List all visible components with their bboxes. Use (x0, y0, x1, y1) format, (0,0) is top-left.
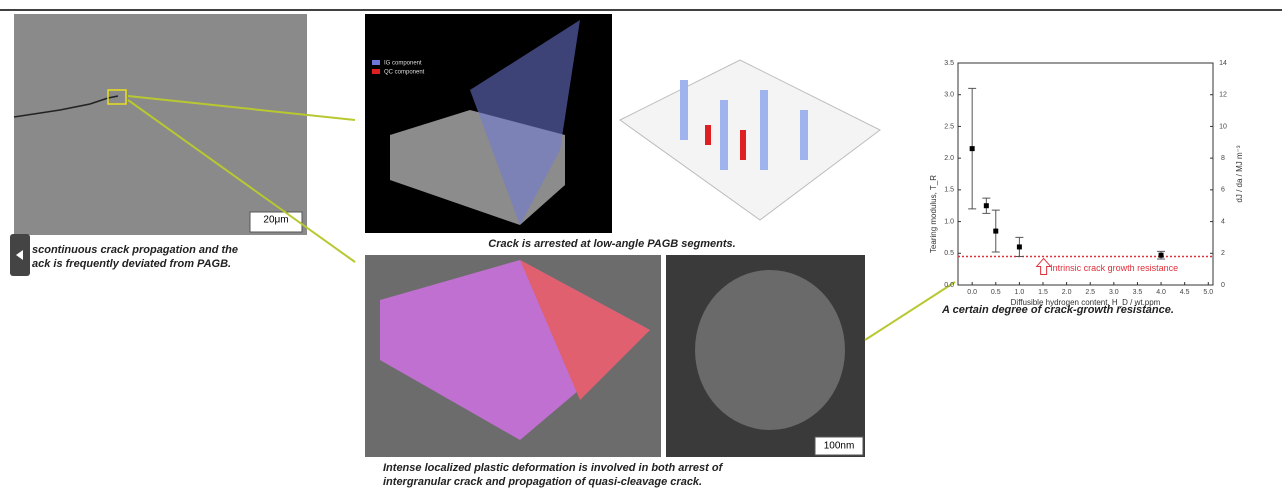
scale-box (814, 436, 864, 456)
y2-tick-label: 10 (1219, 123, 1227, 130)
x-tick-label: 0.5 (991, 289, 1001, 296)
x-tick-label: 2.0 (1062, 289, 1072, 296)
scale-bar-label: 100nm (824, 441, 855, 452)
zoom-box (107, 89, 127, 105)
point (983, 203, 989, 209)
x-axis-title: Diffusible hydrogen content, H_D / wt.pp… (1011, 298, 1161, 307)
legend-label: IG component (384, 61, 422, 67)
y-tick-label: 3.5 (944, 60, 954, 67)
x-tick-label: 5.0 (1203, 289, 1213, 296)
y-tick-label: 2.5 (944, 123, 954, 130)
plot-frame (957, 62, 1214, 286)
tab-arrow (16, 250, 23, 260)
x-tick-label: 4.5 (1180, 289, 1190, 296)
y2-axis-title: dJ / da / MJ m⁻³ (1235, 145, 1244, 202)
y2-tick-label: 12 (1219, 92, 1227, 99)
point (969, 146, 975, 152)
y-tick-label: 0.5 (944, 250, 954, 257)
arrows (127, 95, 956, 341)
scale-box (249, 211, 303, 233)
caption: ack is frequently deviated from PAGB. (32, 258, 231, 270)
x-tick-label: 2.5 (1085, 289, 1095, 296)
y2-tick-label: 0 (1221, 282, 1225, 289)
legend-swatch (372, 60, 380, 65)
y2-tick-label: 4 (1221, 218, 1225, 225)
y-tick-label: 0.0 (944, 282, 954, 289)
point (1016, 244, 1022, 250)
legend-label: QC component (384, 70, 425, 76)
caption: Crack is arrested at low-angle PAGB segm… (488, 238, 735, 250)
chart: 0.0 0.5 1.0 1.5 2.0 2.5 3.0 3.5 4.0 4.5 5.0 0.0 0.5 1… (929, 60, 1244, 316)
caption: scontinuous crack propagation and the (32, 244, 238, 256)
scale-bar-label: 20μm (263, 215, 288, 226)
x-tick-label: 3.5 (1133, 289, 1143, 296)
y2-tick-label: 2 (1221, 250, 1225, 257)
tem-region (695, 270, 845, 430)
y2-tick-label: 8 (1221, 155, 1225, 162)
reference-label: Intrinsic crack growth resistance (1050, 263, 1178, 273)
y-tick-label: 1.5 (944, 187, 954, 194)
ebsd-grain (520, 260, 650, 400)
caption: Intense localized plastic deformation is… (383, 462, 724, 474)
y-tick-label: 3.0 (944, 92, 954, 99)
point (1158, 252, 1164, 258)
crack (13, 95, 119, 118)
reference-arrow (1035, 257, 1052, 275)
x-tick-label: 4.0 (1156, 289, 1166, 296)
y-tick-label: 2.0 (944, 155, 954, 162)
x-tick-label: 1.5 (1038, 289, 1048, 296)
y-axis-title: Tearing modulus, T_R (929, 175, 938, 253)
legend-swatch (372, 69, 380, 74)
y-tick-label: 1.0 (944, 218, 954, 225)
y2-tick-label: 14 (1219, 60, 1227, 67)
x-tick-label: 0.0 (967, 289, 977, 296)
x-tick-label: 1.0 (1015, 289, 1025, 296)
point (993, 228, 999, 234)
chart-caption: A certain degree of crack-growth resista… (941, 304, 1174, 316)
y2-tick-label: 6 (1221, 187, 1225, 194)
x-tick-label: 3.0 (1109, 289, 1119, 296)
3d-bars (619, 59, 881, 221)
sem-image (14, 14, 307, 235)
crack-surface (470, 20, 580, 225)
caption: intergranular crack and propagation of q… (383, 476, 702, 488)
